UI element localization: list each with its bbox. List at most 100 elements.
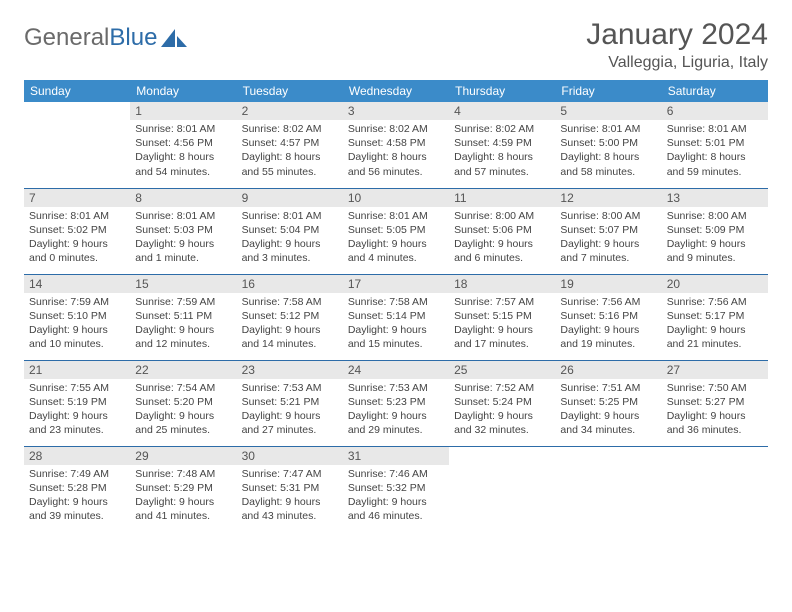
day-number: 10 [343, 189, 449, 207]
day-number: 11 [449, 189, 555, 207]
day-cell: 25Sunrise: 7:52 AMSunset: 5:24 PMDayligh… [449, 360, 555, 446]
day-line: and 57 minutes. [454, 165, 550, 179]
day-number: 28 [24, 447, 130, 465]
day-line: Sunset: 5:14 PM [348, 309, 444, 323]
day-line: Sunset: 5:03 PM [135, 223, 231, 237]
day-line: Sunset: 5:04 PM [242, 223, 338, 237]
day-cell [662, 446, 768, 532]
week-row: 21Sunrise: 7:55 AMSunset: 5:19 PMDayligh… [24, 360, 768, 446]
day-cell: 11Sunrise: 8:00 AMSunset: 5:06 PMDayligh… [449, 188, 555, 274]
day-cell [449, 446, 555, 532]
day-line: Sunrise: 7:58 AM [348, 295, 444, 309]
day-cell: 22Sunrise: 7:54 AMSunset: 5:20 PMDayligh… [130, 360, 236, 446]
day-cell: 4Sunrise: 8:02 AMSunset: 4:59 PMDaylight… [449, 102, 555, 188]
day-content: Sunrise: 7:58 AMSunset: 5:12 PMDaylight:… [237, 293, 343, 356]
day-content: Sunrise: 8:02 AMSunset: 4:59 PMDaylight:… [449, 120, 555, 183]
day-line: and 3 minutes. [242, 251, 338, 265]
day-line: Sunrise: 7:52 AM [454, 381, 550, 395]
calendar-body: 1Sunrise: 8:01 AMSunset: 4:56 PMDaylight… [24, 102, 768, 532]
day-line: Daylight: 9 hours [454, 237, 550, 251]
day-line: and 9 minutes. [667, 251, 763, 265]
day-line: Sunrise: 7:59 AM [135, 295, 231, 309]
day-line: Sunset: 5:20 PM [135, 395, 231, 409]
day-line: Sunset: 5:21 PM [242, 395, 338, 409]
day-line: Daylight: 9 hours [242, 323, 338, 337]
day-line: Sunset: 5:11 PM [135, 309, 231, 323]
day-content: Sunrise: 8:00 AMSunset: 5:06 PMDaylight:… [449, 207, 555, 270]
day-line: Sunset: 5:25 PM [560, 395, 656, 409]
day-content: Sunrise: 7:48 AMSunset: 5:29 PMDaylight:… [130, 465, 236, 528]
day-line: Daylight: 9 hours [667, 323, 763, 337]
day-line: Sunrise: 7:47 AM [242, 467, 338, 481]
day-content: Sunrise: 7:53 AMSunset: 5:23 PMDaylight:… [343, 379, 449, 442]
day-cell: 6Sunrise: 8:01 AMSunset: 5:01 PMDaylight… [662, 102, 768, 188]
day-number: 23 [237, 361, 343, 379]
day-content: Sunrise: 7:49 AMSunset: 5:28 PMDaylight:… [24, 465, 130, 528]
day-line: and 43 minutes. [242, 509, 338, 523]
day-line: and 12 minutes. [135, 337, 231, 351]
day-content: Sunrise: 7:56 AMSunset: 5:17 PMDaylight:… [662, 293, 768, 356]
day-line: and 1 minute. [135, 251, 231, 265]
day-cell: 26Sunrise: 7:51 AMSunset: 5:25 PMDayligh… [555, 360, 661, 446]
week-row: 7Sunrise: 8:01 AMSunset: 5:02 PMDaylight… [24, 188, 768, 274]
day-cell: 14Sunrise: 7:59 AMSunset: 5:10 PMDayligh… [24, 274, 130, 360]
day-line: and 7 minutes. [560, 251, 656, 265]
day-line: Sunset: 5:19 PM [29, 395, 125, 409]
day-number: 19 [555, 275, 661, 293]
day-line: Daylight: 9 hours [242, 409, 338, 423]
day-number: 30 [237, 447, 343, 465]
month-title: January 2024 [586, 18, 768, 52]
day-line: Sunrise: 7:54 AM [135, 381, 231, 395]
day-line: Sunrise: 8:01 AM [667, 122, 763, 136]
day-content: Sunrise: 8:02 AMSunset: 4:57 PMDaylight:… [237, 120, 343, 183]
day-content: Sunrise: 8:01 AMSunset: 5:04 PMDaylight:… [237, 207, 343, 270]
day-header: Tuesday [237, 80, 343, 102]
day-line: Sunrise: 7:50 AM [667, 381, 763, 395]
logo: GeneralBlue [24, 18, 187, 52]
day-line: Sunrise: 7:58 AM [242, 295, 338, 309]
day-line: and 19 minutes. [560, 337, 656, 351]
day-number: 5 [555, 102, 661, 120]
day-line: Sunrise: 7:57 AM [454, 295, 550, 309]
day-line: Daylight: 9 hours [29, 495, 125, 509]
day-number: 26 [555, 361, 661, 379]
day-line: Sunrise: 7:56 AM [667, 295, 763, 309]
day-number: 9 [237, 189, 343, 207]
title-block: January 2024 Valleggia, Liguria, Italy [586, 18, 768, 72]
day-line: Daylight: 9 hours [667, 409, 763, 423]
day-line: Daylight: 9 hours [454, 323, 550, 337]
day-number: 4 [449, 102, 555, 120]
day-line: and 27 minutes. [242, 423, 338, 437]
day-line: Daylight: 9 hours [29, 409, 125, 423]
day-line: Daylight: 9 hours [348, 323, 444, 337]
day-line: Daylight: 9 hours [135, 409, 231, 423]
day-line: and 14 minutes. [242, 337, 338, 351]
day-number: 3 [343, 102, 449, 120]
day-cell: 18Sunrise: 7:57 AMSunset: 5:15 PMDayligh… [449, 274, 555, 360]
day-line: and 4 minutes. [348, 251, 444, 265]
day-line: and 58 minutes. [560, 165, 656, 179]
day-line: and 56 minutes. [348, 165, 444, 179]
day-content: Sunrise: 7:59 AMSunset: 5:10 PMDaylight:… [24, 293, 130, 356]
day-cell: 23Sunrise: 7:53 AMSunset: 5:21 PMDayligh… [237, 360, 343, 446]
day-number: 21 [24, 361, 130, 379]
day-content: Sunrise: 7:54 AMSunset: 5:20 PMDaylight:… [130, 379, 236, 442]
day-line: and 36 minutes. [667, 423, 763, 437]
day-content: Sunrise: 8:01 AMSunset: 5:01 PMDaylight:… [662, 120, 768, 183]
day-header: Friday [555, 80, 661, 102]
day-line: Daylight: 9 hours [560, 237, 656, 251]
day-cell: 5Sunrise: 8:01 AMSunset: 5:00 PMDaylight… [555, 102, 661, 188]
day-content: Sunrise: 7:58 AMSunset: 5:14 PMDaylight:… [343, 293, 449, 356]
day-content: Sunrise: 8:01 AMSunset: 5:05 PMDaylight:… [343, 207, 449, 270]
day-line: Sunrise: 7:56 AM [560, 295, 656, 309]
day-line: Sunrise: 7:55 AM [29, 381, 125, 395]
day-line: and 6 minutes. [454, 251, 550, 265]
day-line: and 29 minutes. [348, 423, 444, 437]
day-line: Daylight: 9 hours [135, 323, 231, 337]
day-line: Sunset: 5:06 PM [454, 223, 550, 237]
day-line: and 10 minutes. [29, 337, 125, 351]
day-content: Sunrise: 8:02 AMSunset: 4:58 PMDaylight:… [343, 120, 449, 183]
day-line: Daylight: 8 hours [135, 150, 231, 164]
day-cell [555, 446, 661, 532]
day-line: Sunrise: 7:59 AM [29, 295, 125, 309]
